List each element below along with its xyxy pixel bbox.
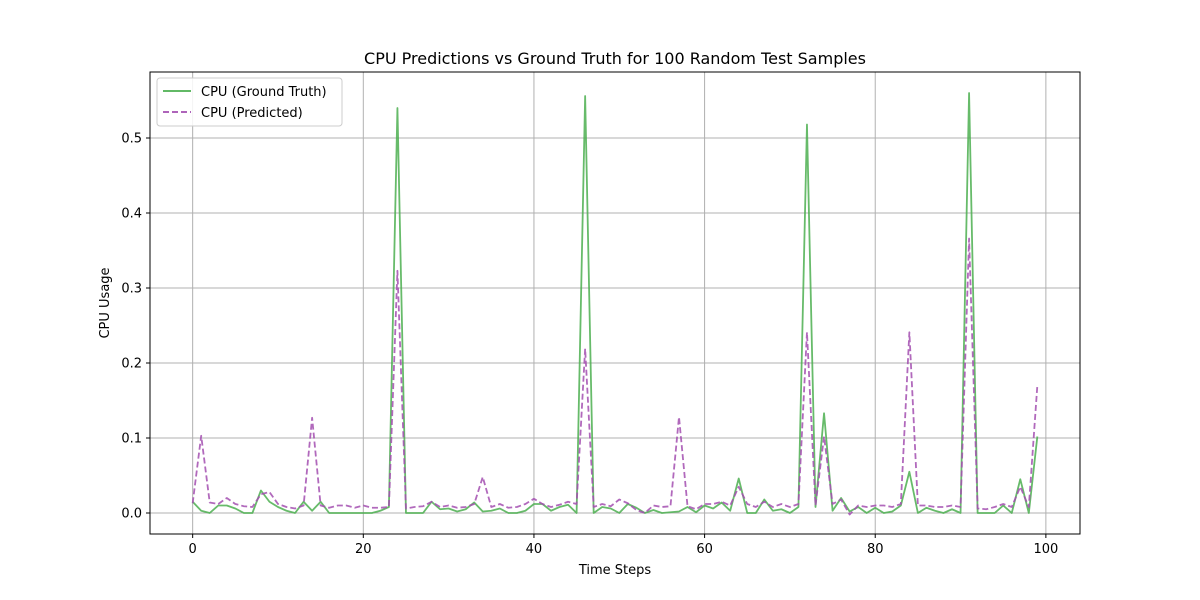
y-axis-ticks: 0.0 0.1 0.2 0.3 0.4 0.5 <box>121 132 150 522</box>
x-tick-label: 60 <box>696 542 713 557</box>
x-tick-label: 40 <box>526 542 543 557</box>
grid-lines <box>150 72 1080 534</box>
x-tick-label: 0 <box>189 542 197 557</box>
x-axis-label: Time Steps <box>578 563 652 578</box>
series-layer <box>191 92 1039 516</box>
x-tick-label: 20 <box>355 542 372 557</box>
legend-box <box>156 77 343 127</box>
y-tick-label: 0.0 <box>121 507 142 522</box>
legend-label-predicted: CPU (Predicted) <box>201 106 303 121</box>
y-tick-label: 0.1 <box>121 432 142 447</box>
x-tick-label: 100 <box>1033 542 1058 557</box>
legend-label-ground-truth: CPU (Ground Truth) <box>201 85 327 100</box>
plot-frame <box>149 71 1081 535</box>
legend: CPU (Ground Truth) CPU (Predicted) <box>156 77 343 127</box>
plot-area <box>150 72 1080 534</box>
y-tick-label: 0.5 <box>121 132 142 147</box>
x-axis-ticks: 0 20 40 60 80 100 <box>189 534 1058 557</box>
x-tick-label: 80 <box>867 542 884 557</box>
series-line-ground-truth <box>192 92 1039 514</box>
y-tick-label: 0.2 <box>121 357 142 372</box>
y-axis-label: CPU Usage <box>98 267 113 338</box>
chart-title: CPU Predictions vs Ground Truth for 100 … <box>364 49 866 68</box>
y-tick-label: 0.3 <box>121 282 142 297</box>
series-line-predicted <box>191 237 1039 516</box>
y-tick-label: 0.4 <box>121 207 142 222</box>
